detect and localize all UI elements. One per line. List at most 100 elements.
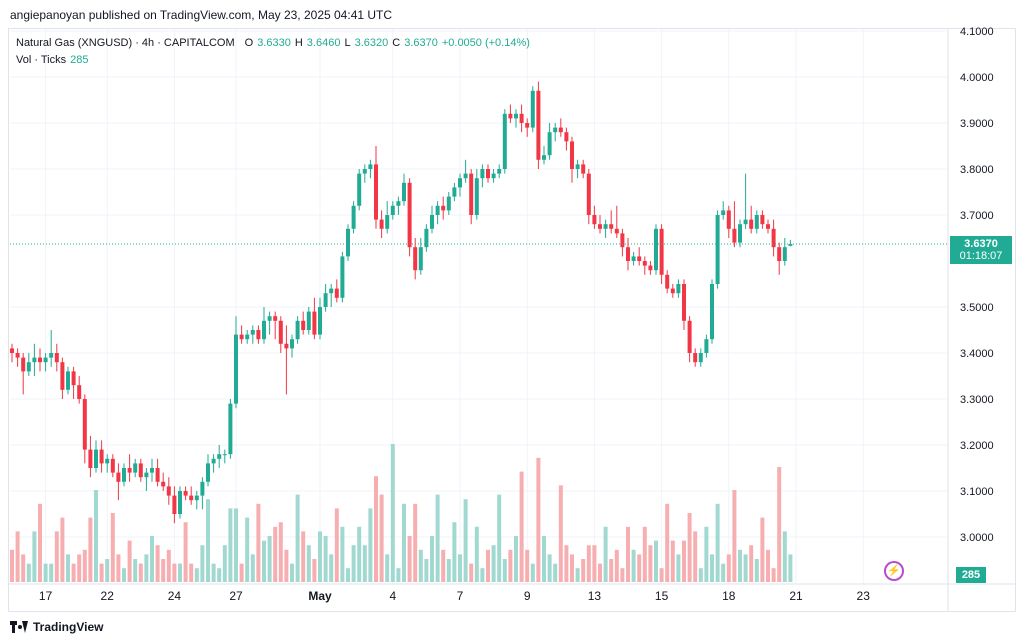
candle-body [362, 169, 367, 174]
volume-bar [222, 545, 227, 582]
volume-bar [782, 531, 787, 582]
candle-body [497, 169, 502, 174]
candle-body [530, 90, 535, 128]
volume-bar [603, 526, 608, 582]
candle-body [491, 173, 496, 179]
volume-bar [396, 568, 401, 582]
volume-bar [183, 522, 188, 582]
volume-bar [480, 568, 485, 582]
volume-bar [267, 536, 272, 582]
candle-body [413, 247, 418, 271]
volume-bar [357, 526, 362, 582]
volume-bar [15, 531, 20, 582]
candle-body [603, 224, 608, 229]
high-value: 3.6460 [306, 36, 341, 49]
y-tick-label: 3.7000 [960, 210, 994, 222]
footer-brand[interactable]: TradingView [10, 620, 103, 634]
candle-body [430, 215, 434, 229]
candle-body [525, 123, 530, 128]
x-tick-label: 15 [655, 589, 669, 603]
y-tick-label: 3.0000 [960, 532, 994, 544]
candle-body [575, 164, 580, 169]
candle-body [77, 385, 82, 399]
candle-body [38, 357, 42, 363]
candle-body [323, 293, 328, 307]
candle-body [407, 182, 412, 248]
candle-body [749, 219, 754, 229]
volume-bar [161, 559, 166, 582]
volume-bar [334, 508, 339, 582]
candle-body [682, 284, 686, 321]
candle-body [396, 201, 401, 206]
candle-body [402, 182, 406, 202]
volume-bar [469, 563, 474, 582]
candle-body [536, 90, 541, 160]
candle-body [43, 357, 48, 363]
current-price-value: 3.6370 [964, 237, 998, 250]
current-price-tag: 3.6370 01:18:07 [950, 235, 1012, 264]
candle-body [194, 495, 199, 501]
candle-body [424, 228, 429, 248]
volume-bar [138, 563, 143, 582]
volume-bar [581, 559, 586, 582]
volume-bar [71, 563, 76, 582]
candle-body [312, 311, 317, 335]
volume-bar [105, 559, 110, 582]
candle-body [609, 224, 614, 229]
candle-body [710, 284, 714, 340]
candle-body [458, 178, 462, 188]
y-tick-label: 3.4000 [960, 348, 994, 360]
volume-bar [586, 545, 591, 582]
volume-bar [614, 549, 619, 582]
candle-body [480, 169, 485, 179]
volume-bar [519, 471, 524, 582]
volume-bar [536, 457, 541, 582]
volume-bar [127, 540, 132, 582]
candle-body [648, 265, 653, 271]
volume-bar [592, 545, 597, 582]
candle-body [385, 215, 390, 229]
x-tick-label: 22 [101, 589, 115, 603]
x-tick-label: 27 [229, 589, 243, 603]
volume-bar [620, 568, 625, 582]
symbol-label[interactable]: Natural Gas (XNGUSD) · 4h · CAPITALCOM [16, 36, 235, 49]
volume-bar [704, 526, 709, 582]
candle-body [368, 164, 373, 169]
volume-bar [217, 568, 222, 582]
candle-body [390, 205, 395, 215]
volume-bar [301, 531, 306, 582]
candle-body [715, 215, 720, 284]
volume-bar [256, 503, 261, 582]
candle-body [284, 343, 289, 349]
candle-body [239, 334, 244, 340]
candle-body [626, 247, 630, 261]
candle-body [519, 113, 524, 123]
volume-label[interactable]: Vol · Ticks [16, 53, 67, 66]
volume-bar [659, 568, 664, 582]
candle-body [782, 247, 787, 261]
candle-body [760, 215, 765, 225]
volume-bar [424, 559, 429, 582]
candle-body [502, 113, 507, 169]
volume-bar [525, 549, 530, 582]
volume-bar [351, 545, 356, 582]
volume-bar [273, 526, 278, 582]
candle-body [21, 357, 26, 372]
volume-bars [10, 444, 793, 582]
candle-body [553, 127, 558, 133]
volume-bar [542, 536, 546, 582]
volume-bar [385, 554, 390, 582]
volume-bar [245, 517, 250, 582]
lightning-icon[interactable]: ⚡ [884, 561, 904, 581]
volume-bar [166, 549, 171, 582]
volume-bar [693, 531, 698, 582]
volume-bar [502, 559, 507, 582]
candle-body [788, 243, 793, 246]
open-value: 3.6330 [257, 36, 291, 49]
candle-body [676, 284, 681, 294]
candle-body [441, 205, 446, 211]
candle-body [732, 228, 737, 243]
x-tick-label: May [308, 589, 332, 603]
volume-bar [318, 531, 322, 582]
